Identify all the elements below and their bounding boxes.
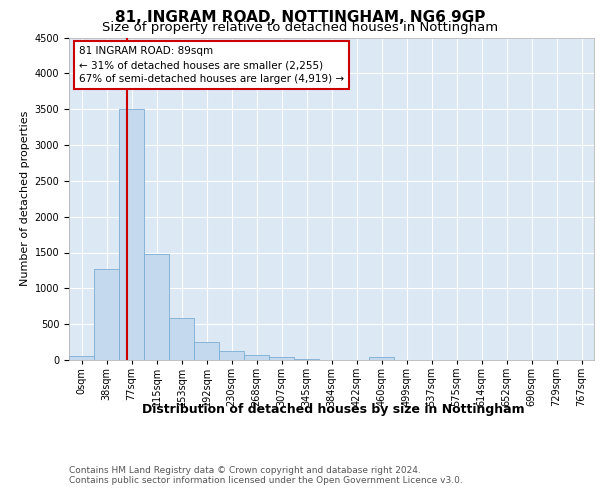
Bar: [169, 318, 194, 360]
Bar: [219, 350, 244, 360]
Bar: [244, 354, 269, 360]
Bar: [94, 269, 119, 360]
Bar: [144, 254, 169, 360]
Text: Contains HM Land Registry data © Crown copyright and database right 2024.: Contains HM Land Registry data © Crown c…: [69, 466, 421, 475]
Text: Size of property relative to detached houses in Nottingham: Size of property relative to detached ho…: [102, 22, 498, 35]
Text: Contains public sector information licensed under the Open Government Licence v3: Contains public sector information licen…: [69, 476, 463, 485]
Bar: [119, 109, 144, 360]
Text: 81, INGRAM ROAD, NOTTINGHAM, NG6 9GP: 81, INGRAM ROAD, NOTTINGHAM, NG6 9GP: [115, 10, 485, 25]
Bar: [194, 342, 219, 360]
Bar: [269, 358, 294, 360]
Text: 81 INGRAM ROAD: 89sqm
← 31% of detached houses are smaller (2,255)
67% of semi-d: 81 INGRAM ROAD: 89sqm ← 31% of detached …: [79, 46, 344, 84]
Y-axis label: Number of detached properties: Number of detached properties: [20, 111, 31, 286]
Bar: [69, 356, 94, 360]
Bar: [369, 357, 394, 360]
Text: Distribution of detached houses by size in Nottingham: Distribution of detached houses by size …: [142, 402, 524, 415]
